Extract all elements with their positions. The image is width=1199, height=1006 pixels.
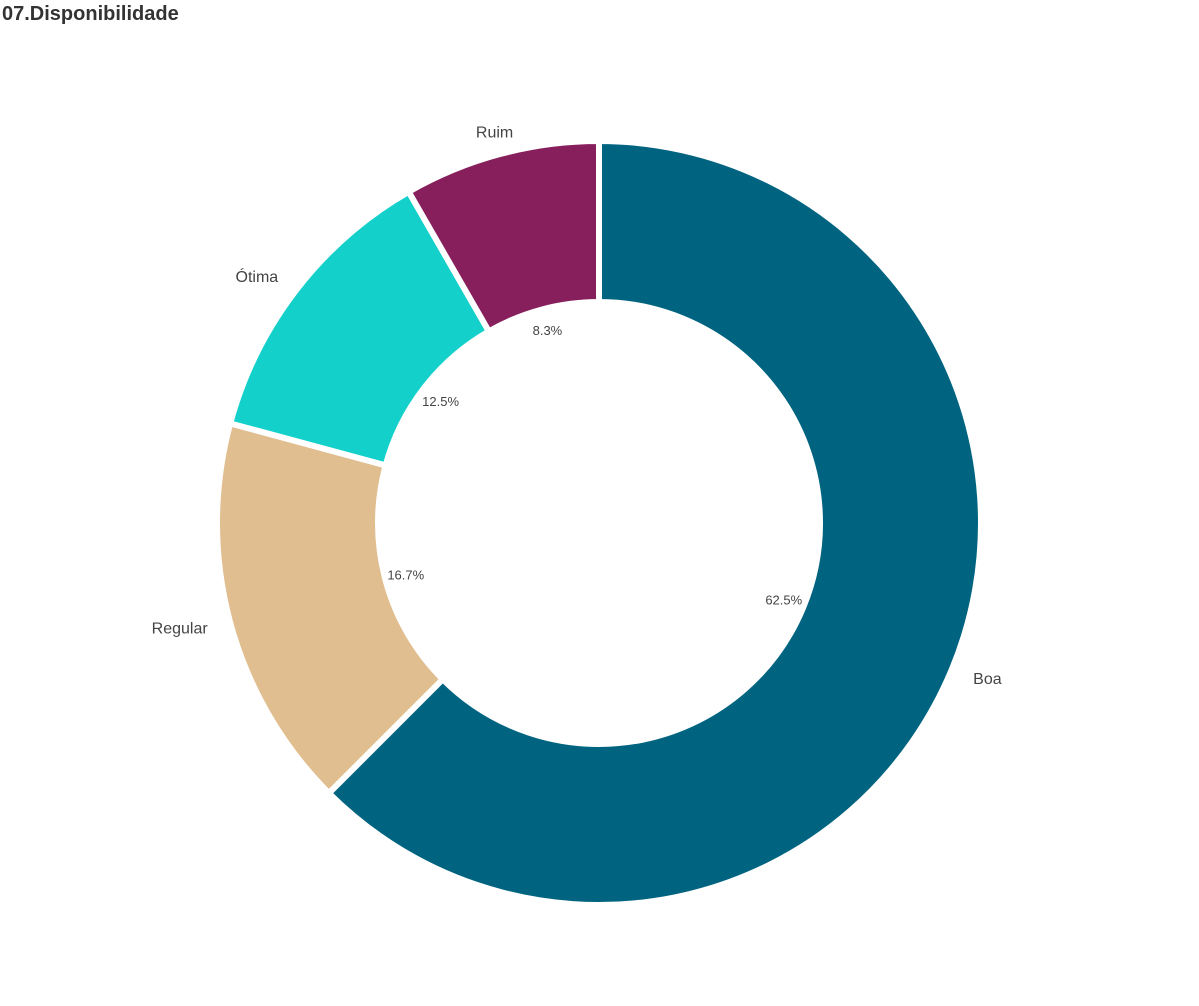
chart-title: 07.Disponibilidade bbox=[2, 3, 179, 25]
slice-value-otima: 12.5% bbox=[422, 394, 459, 409]
slice-label-ruim: Ruim bbox=[476, 125, 513, 142]
slice-ruim[interactable] bbox=[404, 137, 602, 336]
slice-value-ruim: 8.3% bbox=[533, 323, 563, 338]
slice-label-regular: Regular bbox=[152, 620, 209, 637]
slice-value-regular: 16.7% bbox=[387, 568, 424, 583]
donut-slices bbox=[214, 137, 984, 908]
slice-label-otima: Ótima bbox=[236, 267, 279, 286]
slice-labels: Boa 62.5% Regular 16.7% Ótima 12.5% Ruim 8.3% bbox=[152, 125, 1002, 688]
slice-regular[interactable] bbox=[214, 419, 447, 798]
slice-value-boa: 62.5% bbox=[765, 593, 802, 608]
slice-label-boa: Boa bbox=[973, 671, 1002, 688]
slice-boa[interactable] bbox=[324, 137, 984, 908]
